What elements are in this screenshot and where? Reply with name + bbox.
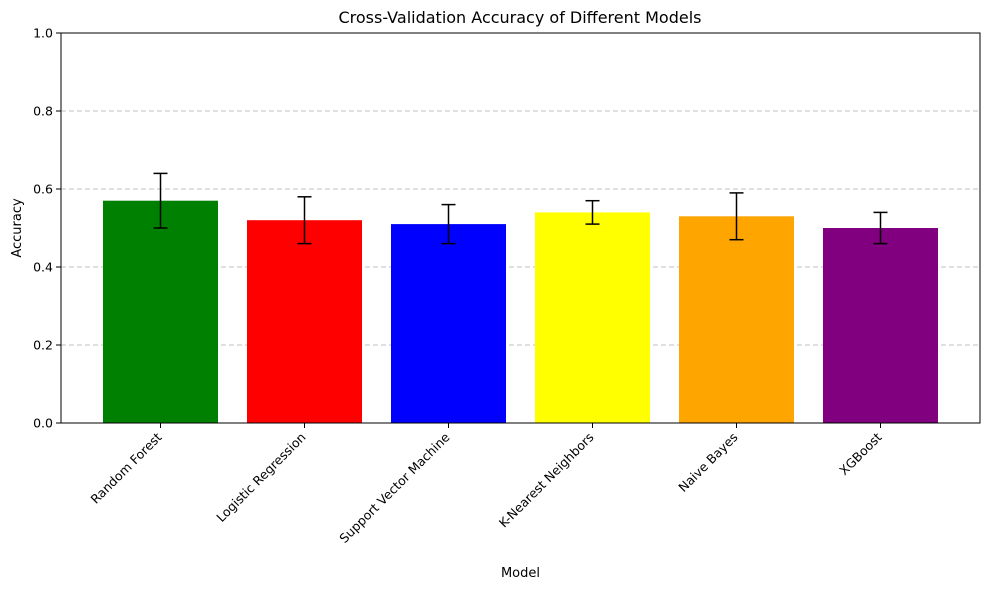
y-tick-label: 0.6 xyxy=(33,182,53,197)
x-tick-label: Logistic Regression xyxy=(213,430,308,525)
y-tick-label: 0.0 xyxy=(33,416,53,431)
y-tick-label: 0.4 xyxy=(33,260,53,275)
y-axis-title: Accuracy xyxy=(10,198,25,258)
bar xyxy=(679,216,794,423)
y-tick-label: 1.0 xyxy=(33,26,53,41)
error-layer xyxy=(153,172,888,245)
x-tick-label: Random Forest xyxy=(87,429,164,506)
bar xyxy=(535,212,650,423)
chart-title: Cross-Validation Accuracy of Different M… xyxy=(338,8,701,27)
y-axis: 0.0 0.2 0.4 0.6 0.8 1.0 xyxy=(33,26,61,431)
x-tick-label: K-Nearest Neighbors xyxy=(496,430,597,531)
y-tick-label: 0.8 xyxy=(33,104,53,119)
bar-layer xyxy=(103,200,938,423)
x-axis-title: Model xyxy=(501,566,540,581)
x-tick-label: Support Vector Machine xyxy=(336,429,453,546)
x-tick-label: XGBoost xyxy=(836,429,885,478)
bar xyxy=(103,200,218,423)
plot-frame xyxy=(60,32,981,424)
bar xyxy=(823,228,938,423)
bar xyxy=(391,224,506,423)
bar xyxy=(247,220,362,423)
y-tick-label: 0.2 xyxy=(33,338,53,353)
x-axis: Random Forest Logistic Regression Support … xyxy=(87,423,885,546)
x-tick-label: Naive Bayes xyxy=(675,430,740,495)
